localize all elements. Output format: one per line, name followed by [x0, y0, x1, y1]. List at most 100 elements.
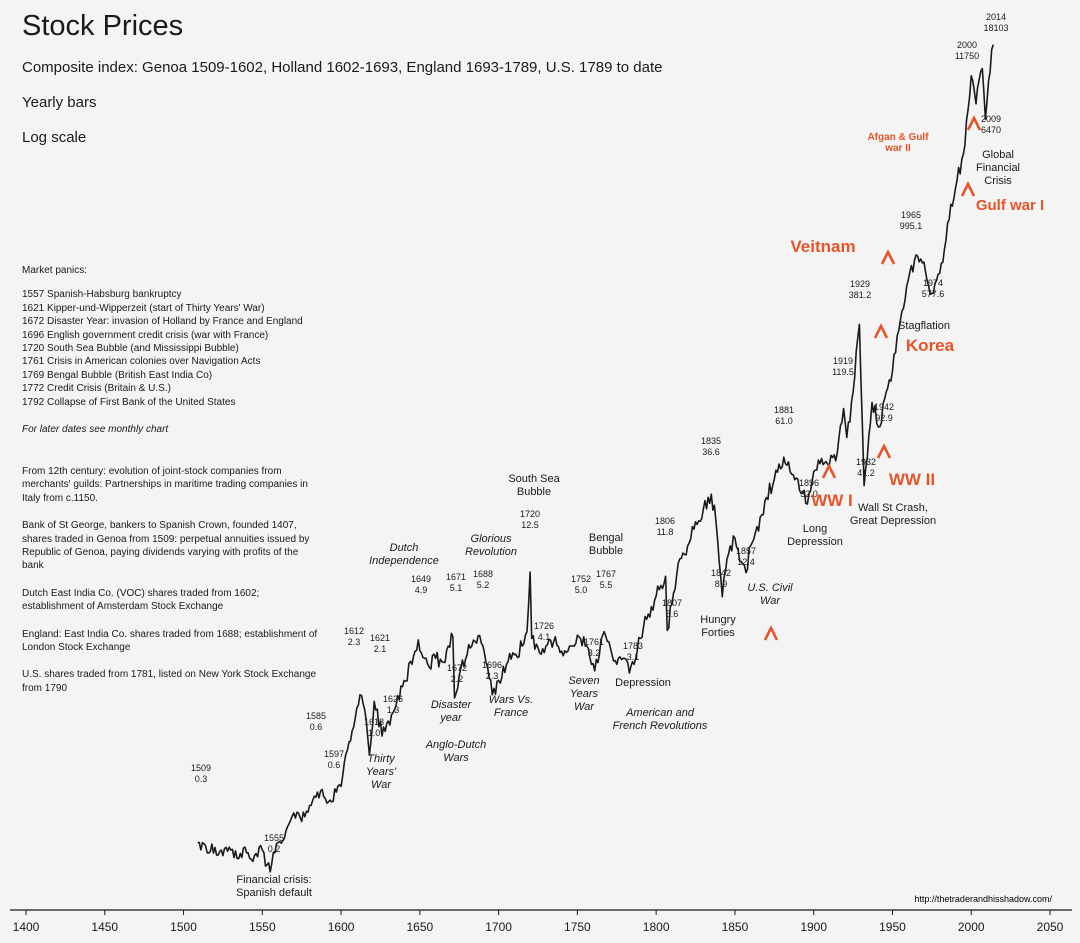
war-label: Korea [906, 336, 955, 355]
label-value: 3.1 [627, 652, 640, 662]
war-label: Gulf war I [976, 197, 1044, 214]
label-value: 995.1 [900, 221, 923, 231]
x-tick-label: 1500 [170, 920, 197, 934]
event-label: Financial [976, 162, 1020, 174]
chart-header: Stock Prices Composite index: Genoa 1509… [22, 10, 662, 164]
war-caret-marker [960, 181, 976, 197]
label-value: 5.2 [477, 580, 490, 590]
label-value: 119.5 [832, 367, 854, 377]
panic-item: 1772 Credit Crisis (Britain & U.S.) [22, 383, 171, 395]
war-caret-marker [821, 463, 837, 479]
label-year: 1618 [364, 717, 384, 727]
label-year: 1919 [833, 356, 853, 366]
event-label: Forties [701, 627, 735, 639]
event-label: War [371, 779, 392, 791]
event-label: Great Depression [850, 515, 936, 527]
war-caret-marker [876, 443, 892, 459]
event-label: War [760, 595, 781, 607]
event-label: Thirty [367, 753, 396, 765]
x-tick-label: 1750 [564, 920, 591, 934]
event-label: French Revolutions [613, 720, 708, 732]
war-caret-marker [966, 115, 982, 131]
label-value: 8.9 [715, 579, 728, 589]
label-value: 12.4 [737, 557, 755, 567]
event-label: Hungry [700, 614, 736, 626]
x-tick-label: 2000 [958, 920, 985, 934]
history-paragraph: From 12th century: evolution of joint-st… [22, 466, 308, 504]
x-tick-label: 1800 [643, 920, 670, 934]
event-label: War [574, 701, 595, 713]
event-label: Depression [787, 536, 843, 548]
label-year: 1761 [584, 637, 604, 647]
event-label: France [494, 707, 528, 719]
label-year: 1932 [856, 457, 876, 467]
history-paragraph: U.S. shares traded from 1781, listed on … [22, 669, 317, 694]
label-year: 1857 [736, 546, 756, 556]
x-tick-label: 1550 [249, 920, 276, 934]
event-label: Long [803, 523, 827, 535]
label-year: 1621 [370, 633, 390, 643]
label-year: 1688 [473, 569, 493, 579]
label-value: 3.2 [588, 648, 601, 658]
label-value: 2.1 [374, 644, 387, 654]
panic-item: 1720 South Sea Bubble (and Mississippi B… [22, 343, 239, 355]
event-label: Wall St Crash, [858, 502, 928, 514]
event-label: Revolution [465, 546, 517, 558]
civil-war-caret-marker [763, 625, 779, 641]
source-url: http://thetraderandhisshadow.com/ [914, 894, 1052, 904]
event-labels: Financial crisis:Spanish defaultThirtyYe… [236, 149, 1020, 899]
label-value: 5.1 [450, 583, 463, 593]
panic-item: 1672 Disaster Year: invasion of Holland … [22, 316, 303, 328]
event-label: Spanish default [236, 887, 312, 899]
note-log-scale: Log scale [22, 129, 87, 146]
label-year: 1807 [662, 598, 682, 608]
chart-title: Stock Prices [22, 10, 184, 42]
chart-subtitle: Composite index: Genoa 1509-1602, Hollan… [22, 59, 663, 76]
label-value: 0.3 [195, 774, 208, 784]
event-label: Wars [443, 752, 469, 764]
x-tick-label: 1450 [91, 920, 118, 934]
event-label: Dutch [390, 542, 419, 554]
event-label: year [439, 712, 463, 724]
label-year: 1555 [264, 833, 284, 843]
history-paragraph: England: East India Co. shares traded fr… [22, 628, 318, 654]
label-year: 1671 [446, 572, 466, 582]
event-label: Anglo-Dutch [425, 739, 487, 751]
event-label: Wars Vs. [489, 694, 533, 706]
label-value: 1.0 [368, 728, 381, 738]
label-year: 1896 [799, 478, 819, 488]
label-value: 1.3 [387, 705, 400, 715]
panic-item: 1621 Kipper-und-Wipperzeit (start of Thi… [22, 302, 265, 314]
event-label: Disaster [431, 699, 473, 711]
value-labels: 15090.315550.215850.615970.616122.316181… [191, 12, 1009, 854]
label-year: 1881 [774, 405, 794, 415]
label-year: 1752 [571, 574, 591, 584]
event-label: Years [570, 688, 599, 700]
history-notes: From 12th century: evolution of joint-st… [22, 465, 322, 709]
x-tick-label: 2050 [1037, 920, 1064, 934]
label-value: 6470 [981, 125, 1001, 135]
event-label: Crisis [984, 175, 1012, 187]
price-series-line [197, 44, 995, 873]
x-tick-label: 1850 [722, 920, 749, 934]
label-year: 2009 [981, 114, 1001, 124]
label-value: 2.2 [451, 674, 464, 684]
event-label: Years' [366, 766, 397, 778]
event-label: U.S. Civil [747, 582, 793, 594]
panic-item: 1557 Spanish-Habsburg bankruptcy [22, 289, 182, 301]
event-label: Independence [369, 555, 439, 567]
war-caret-marker [873, 323, 889, 339]
panic-item: 1696 English government credit crisis (w… [22, 329, 269, 341]
label-value: 381.2 [849, 290, 872, 300]
event-label: Stagflation [898, 320, 950, 332]
label-year: 1974 [923, 278, 943, 288]
x-tick-label: 1950 [879, 920, 906, 934]
label-year: 1626 [383, 694, 403, 704]
label-value: 2.3 [486, 671, 499, 681]
label-value: 0.2 [268, 844, 281, 854]
war-labels: WW I WW II Korea Veitnam Gulf war I Afgan & G… [763, 115, 1044, 641]
label-year: 1612 [344, 626, 364, 636]
history-paragraph: Dutch East India Co. (VOC) shares traded… [22, 587, 260, 613]
label-value: 11.8 [657, 527, 674, 537]
event-label: Financial crisis: [236, 874, 311, 886]
